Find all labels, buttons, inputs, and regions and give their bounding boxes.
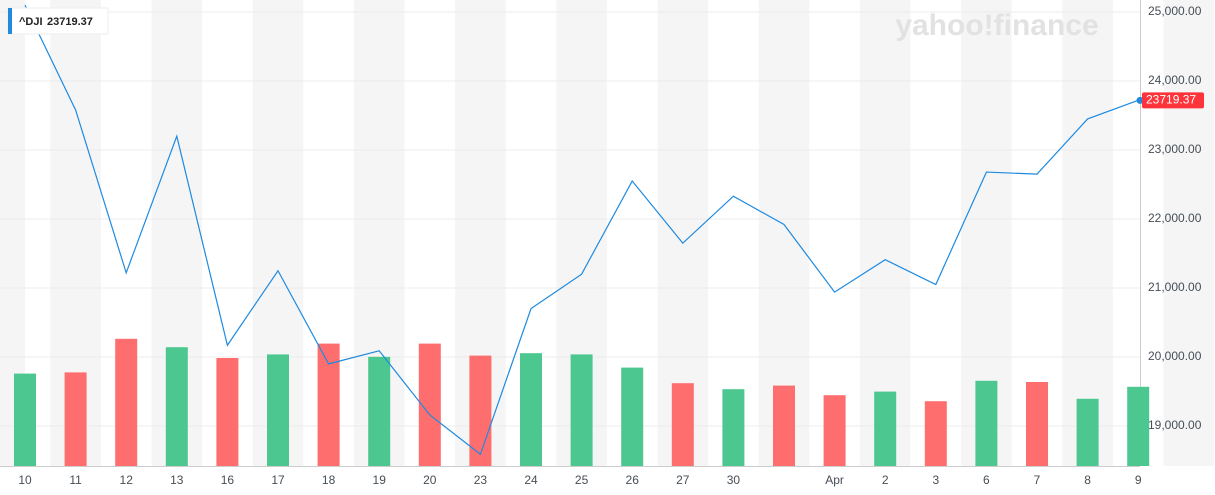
- x-tick-label: Apr: [825, 473, 844, 487]
- price-tag-label: 23719.37: [1146, 93, 1196, 107]
- y-tick-label: 24,000.00: [1148, 73, 1202, 87]
- x-tick-label: 2: [882, 473, 889, 487]
- legend-value: 23719.37: [47, 16, 93, 28]
- x-tick-label: 30: [727, 473, 741, 487]
- y-tick-label: 20,000.00: [1148, 349, 1202, 363]
- x-tick-label: 23: [474, 473, 488, 487]
- price-line: [24, 4, 1139, 456]
- volume-bar: [1076, 398, 1099, 466]
- watermark: yahoo!finance: [895, 9, 1098, 42]
- x-tick-label: 18: [322, 473, 336, 487]
- volume-bar: [267, 354, 289, 466]
- x-tick-label: 8: [1084, 473, 1091, 487]
- volume-bar: [1026, 382, 1048, 466]
- x-tick-label: 11: [69, 473, 82, 487]
- background-band: [859, 0, 911, 466]
- volume-bar: [418, 343, 441, 466]
- x-tick-label: 10: [18, 473, 32, 487]
- volume-bar: [874, 391, 897, 466]
- x-tick-label: 25: [575, 473, 589, 487]
- background-band: [1163, 0, 1215, 466]
- y-tick-label: 21,000.00: [1148, 280, 1202, 294]
- y-tick-label: 23,000.00: [1148, 142, 1202, 156]
- y-tick-label: 19,000.00: [1148, 418, 1202, 432]
- x-tick-label: 17: [271, 473, 285, 487]
- volume-bar: [317, 343, 340, 466]
- x-tick-label: 3: [932, 473, 939, 487]
- volume-bar: [924, 401, 947, 466]
- x-tick-label: 27: [676, 473, 690, 487]
- legend-symbol: ^DJI: [19, 16, 43, 28]
- volume-bar: [1127, 386, 1150, 466]
- volume-bar: [216, 358, 239, 466]
- x-tick-label: 13: [170, 473, 184, 487]
- volume-bar: [621, 367, 644, 466]
- x-tick-label: 12: [120, 473, 134, 487]
- x-tick-label: 26: [626, 473, 640, 487]
- x-tick-label: 9: [1135, 473, 1142, 487]
- volume-bar: [368, 356, 391, 466]
- volume-bar: [115, 338, 138, 466]
- volume-bar: [165, 347, 188, 466]
- y-tick-label: 22,000.00: [1148, 211, 1202, 225]
- volume-bar: [773, 385, 795, 466]
- legend-swatch: [8, 8, 12, 34]
- x-tick-label: 24: [524, 473, 538, 487]
- volume-bar: [64, 372, 87, 466]
- volume-bar: [975, 380, 998, 466]
- legend-box: [7, 7, 109, 35]
- volume-bar: [671, 383, 694, 466]
- volume-bar: [469, 355, 492, 466]
- volume-bar: [520, 353, 542, 466]
- volume-bar: [570, 354, 593, 466]
- volume-bar: [14, 373, 36, 466]
- background-band: [1062, 0, 1113, 466]
- x-tick-label: 7: [1034, 473, 1041, 487]
- x-tick-label: 19: [373, 473, 387, 487]
- volume-bar: [722, 389, 745, 466]
- x-tick-label: 16: [221, 473, 235, 487]
- x-tick-label: 20: [423, 473, 437, 487]
- last-point: [1136, 96, 1144, 104]
- y-tick-label: 25,000.00: [1148, 4, 1202, 18]
- volume-bar: [823, 395, 846, 466]
- price-tag: [1142, 92, 1204, 109]
- x-tick-label: 6: [983, 473, 990, 487]
